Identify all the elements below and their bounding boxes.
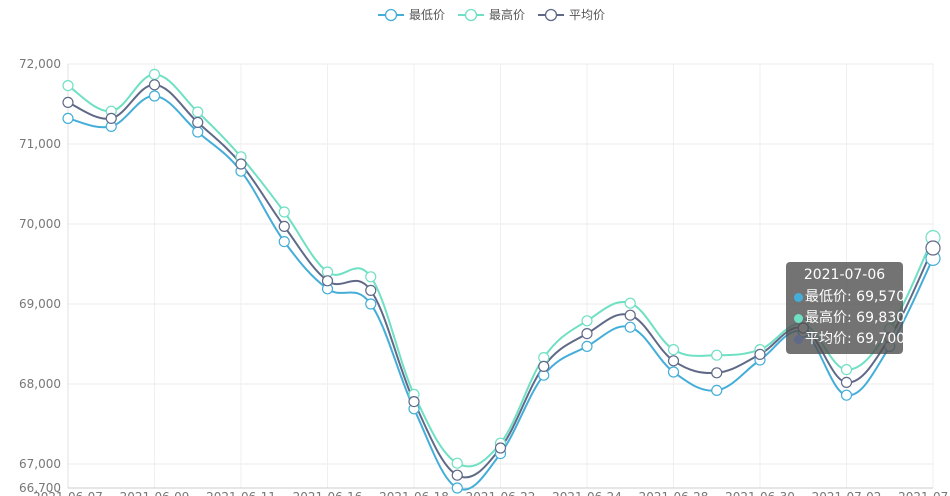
- data-point[interactable]: [624, 309, 636, 321]
- data-point[interactable]: [278, 236, 290, 248]
- x-tick-label: 2021-06-22: [466, 490, 536, 496]
- x-axis: 2021-06-07 2021-06-09 2021-06-11 2021-06-16…: [33, 487, 950, 496]
- data-point[interactable]: [711, 367, 723, 379]
- x-tick-label: 2021-06-28: [639, 490, 709, 496]
- tooltip-dot-high: [794, 313, 803, 323]
- tooltip: 2021-07-06 最低价: 69,570 最高价: 69,830 平均价: …: [786, 262, 905, 354]
- data-point[interactable]: [581, 315, 593, 327]
- data-point[interactable]: [754, 348, 766, 360]
- x-tick-label: 2021-06-07: [33, 490, 103, 496]
- data-point[interactable]: [321, 275, 334, 287]
- data-point[interactable]: [365, 298, 377, 310]
- y-tick-label: 67,000: [19, 457, 61, 471]
- legend-label: 平均价: [569, 8, 605, 22]
- y-axis: 66,700 67,000 68,000 69,000 70,000 71,000 72,0…: [19, 57, 69, 495]
- data-point[interactable]: [840, 389, 853, 401]
- legend[interactable]: 最低价 最高价 平均价: [378, 7, 605, 22]
- x-tick-label: 2021-07-02: [812, 490, 882, 496]
- data-point[interactable]: [62, 112, 74, 125]
- x-tick-label: 2021-06-11: [206, 490, 276, 496]
- legend-item-2[interactable]: 平均价: [538, 8, 605, 22]
- tooltip-value-low: 最低价: 69,570: [805, 289, 906, 305]
- data-point[interactable]: [711, 384, 723, 396]
- y-tick-label: 66,700: [19, 481, 61, 495]
- x-tick-label: 2021-06-30: [725, 490, 795, 496]
- legend-marker: [544, 8, 558, 22]
- legend-label: 最高价: [489, 7, 525, 22]
- data-point[interactable]: [581, 340, 593, 352]
- data-point[interactable]: [62, 96, 74, 109]
- data-point[interactable]: [451, 457, 463, 469]
- tooltip-value-avg: 平均价: 69,700: [805, 331, 906, 347]
- tooltip-dot-low: [794, 292, 803, 302]
- data-point[interactable]: [192, 106, 204, 118]
- data-point[interactable]: [278, 206, 290, 218]
- data-point[interactable]: [235, 158, 247, 170]
- data-point[interactable]: [278, 220, 290, 232]
- y-tick-label: 68,000: [19, 377, 61, 391]
- legend-marker: [464, 8, 478, 22]
- tooltip-title: 2021-07-06: [803, 267, 886, 283]
- x-tick-label: 2021-07-06: [898, 490, 950, 496]
- data-point[interactable]: [148, 68, 161, 81]
- x-tick-label: 2021-06-18: [379, 490, 449, 496]
- data-point[interactable]: [667, 366, 680, 378]
- data-point[interactable]: [840, 364, 853, 376]
- data-point[interactable]: [538, 360, 550, 372]
- tooltip-value-high: 最高价: 69,830: [805, 310, 906, 326]
- data-point[interactable]: [365, 271, 377, 283]
- legend-label: 最低价: [409, 8, 445, 22]
- y-tick-label: 70,000: [19, 217, 61, 231]
- data-point[interactable]: [192, 116, 204, 129]
- tooltip-row-low: 最低价: 69,570: [794, 287, 905, 308]
- legend-marker: [384, 8, 398, 22]
- tooltip-dot-avg: [794, 334, 803, 344]
- data-point[interactable]: [624, 297, 636, 309]
- data-point[interactable]: [667, 344, 680, 356]
- legend-item-0[interactable]: 最低价: [378, 8, 445, 22]
- data-point[interactable]: [451, 469, 463, 481]
- x-tick-label: 2021-06-09: [120, 490, 190, 496]
- data-point[interactable]: [148, 79, 161, 91]
- tooltip-row-high: 最高价: 69,830: [794, 308, 905, 329]
- data-point[interactable]: [451, 482, 463, 494]
- y-tick-label: 71,000: [19, 137, 61, 151]
- data-point[interactable]: [494, 442, 507, 454]
- data-point[interactable]: [148, 90, 161, 102]
- tooltip-row-avg: 平均价: 69,700: [794, 329, 905, 350]
- y-tick-label: 69,000: [19, 297, 61, 311]
- x-tick-label: 2021-06-24: [552, 490, 622, 496]
- data-point[interactable]: [105, 112, 117, 125]
- data-point[interactable]: [840, 376, 853, 388]
- data-point[interactable]: [581, 328, 593, 340]
- data-point[interactable]: [62, 79, 74, 92]
- legend-item-1[interactable]: 最高价: [458, 7, 525, 22]
- data-point[interactable]: [192, 126, 204, 138]
- y-tick-label: 72,000: [19, 57, 61, 71]
- data-point[interactable]: [624, 321, 636, 333]
- data-point[interactable]: [408, 396, 420, 408]
- data-point[interactable]: [925, 240, 941, 256]
- data-point[interactable]: [711, 349, 723, 361]
- data-point[interactable]: [365, 284, 377, 296]
- data-point[interactable]: [667, 355, 680, 367]
- x-tick-label: 2021-06-16: [293, 490, 363, 496]
